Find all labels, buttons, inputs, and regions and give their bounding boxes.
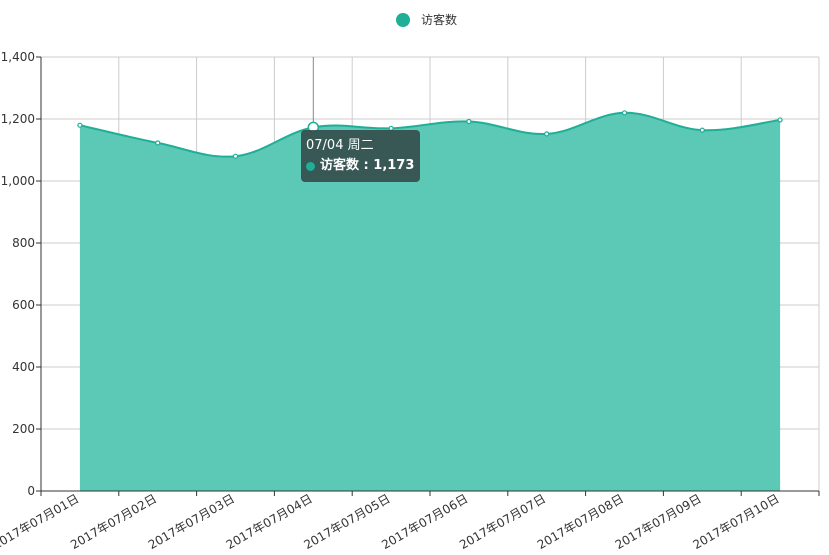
tooltip-value: 1,173 [373, 158, 415, 173]
legend-marker-icon [396, 12, 410, 27]
series-area [79, 112, 781, 491]
x-tick-label: 2017年07月08日 [535, 491, 626, 552]
y-tick-label: 400 [12, 360, 35, 374]
tooltip-separator: : [359, 158, 374, 173]
x-tick-label: 2017年07月02日 [68, 491, 159, 552]
x-tick-label: 2017年07月10日 [691, 491, 782, 552]
data-point [77, 122, 83, 128]
x-tick-label: 2017年07月05日 [302, 491, 393, 552]
tooltip-marker-icon [306, 161, 315, 171]
tooltip: 07/04 周二 访客数 : 1,173 [301, 130, 421, 182]
tooltip-date: 07/04 周二 [306, 138, 374, 153]
x-tick-label: 2017年07月07日 [457, 491, 548, 552]
y-tick-label: 600 [12, 298, 35, 312]
x-tick-label: 2017年07月09日 [613, 491, 704, 552]
y-tick-label: 1,000 [1, 174, 35, 188]
area-layer [79, 111, 781, 491]
y-tick-label: 200 [12, 422, 35, 436]
y-tick-label: 1,200 [1, 112, 35, 126]
tooltip-series-label: 访客数 [320, 158, 360, 173]
series-line [79, 111, 781, 158]
x-tick-label: 2017年07月06日 [379, 491, 470, 552]
y-tick-label: 1,400 [1, 50, 35, 64]
data-points [77, 110, 783, 159]
data-point [621, 110, 628, 116]
data-point [699, 127, 705, 133]
data-point [155, 140, 161, 146]
data-point [777, 117, 783, 123]
data-point [466, 118, 472, 125]
x-tick-label: 2017年07月03日 [146, 491, 237, 552]
data-point [544, 131, 550, 137]
legend-label: 访客数 [421, 13, 458, 27]
x-tick-label: 2017年07月04日 [224, 491, 315, 552]
y-tick-label: 800 [12, 236, 35, 250]
tooltip-row: 访客数 : 1,173 [306, 156, 414, 176]
legend[interactable]: 访客数 [396, 11, 457, 28]
data-point [232, 153, 239, 159]
y-tick-label: 0 [27, 484, 35, 498]
